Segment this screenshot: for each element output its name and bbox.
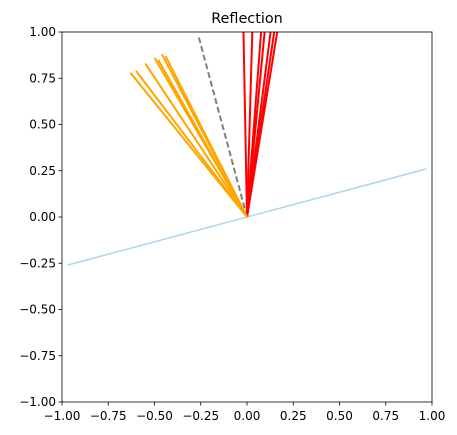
incident-line-1 bbox=[246, 32, 254, 218]
reflected-line-6 bbox=[164, 55, 248, 218]
x-tick-label: −0.50 bbox=[136, 409, 173, 423]
y-tick-label: 0.25 bbox=[29, 164, 56, 178]
x-tick-label: 0.50 bbox=[326, 409, 353, 423]
y-tick-label: −1.00 bbox=[19, 395, 56, 409]
x-tick-label: −0.25 bbox=[182, 409, 219, 423]
y-tick-label: 0.50 bbox=[29, 118, 56, 132]
y-tick-label: −0.50 bbox=[19, 303, 56, 317]
normal-line-0 bbox=[197, 37, 248, 218]
plot-lines bbox=[67, 32, 427, 266]
incident-line-5 bbox=[246, 32, 279, 218]
y-tick-label: 0.75 bbox=[29, 71, 56, 85]
axis-ticks: −1.00 −0.75 −0.50 −0.25 0.00 0.25 0.50 0.75 1.00… bbox=[19, 25, 445, 423]
y-tick-label: −0.75 bbox=[19, 349, 56, 363]
x-tick-label: −0.75 bbox=[90, 409, 127, 423]
x-tick-label: 0.00 bbox=[234, 409, 261, 423]
chart-title: Reflection bbox=[211, 11, 283, 27]
incident-line-6 bbox=[246, 32, 266, 218]
y-tick-label: −0.25 bbox=[19, 256, 56, 270]
reflected-line-1 bbox=[135, 70, 248, 218]
y-tick-label: 1.00 bbox=[29, 25, 56, 39]
x-tick-label: 1.00 bbox=[419, 409, 446, 423]
x-tick-label: −1.00 bbox=[44, 409, 81, 423]
incident-line-0 bbox=[242, 32, 248, 218]
x-tick-label: 0.25 bbox=[280, 409, 307, 423]
x-tick-label: 0.75 bbox=[372, 409, 399, 423]
reflected-line-2 bbox=[144, 62, 248, 218]
y-tick-label: 0.00 bbox=[29, 210, 56, 224]
